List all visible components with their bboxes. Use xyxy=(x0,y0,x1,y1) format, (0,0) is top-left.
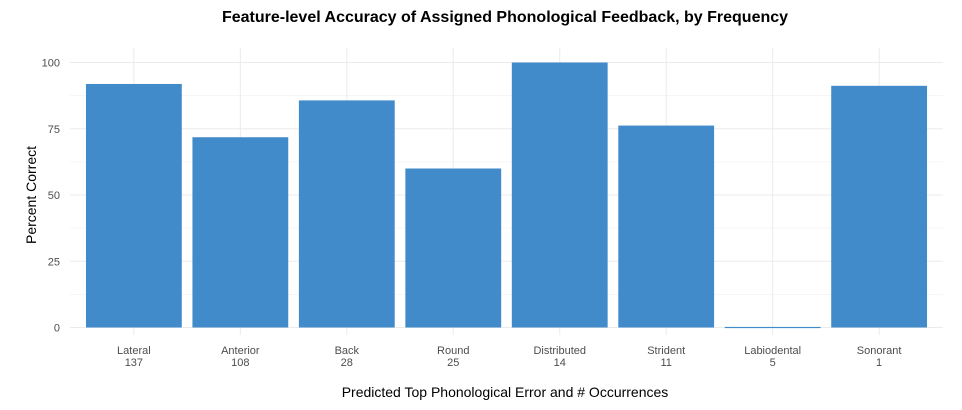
y-tick-label: 50 xyxy=(48,190,60,202)
x-tick-label-name: Distributed xyxy=(533,345,586,357)
bar-strident xyxy=(618,125,715,328)
x-tick-label-name: Strident xyxy=(647,345,685,357)
y-tick-label: 100 xyxy=(42,58,60,70)
y-tick-label: 25 xyxy=(48,256,60,268)
x-tick-label-count: 108 xyxy=(231,357,249,369)
x-tick-label-name: Sonorant xyxy=(857,345,902,357)
x-tick-label-name: Back xyxy=(335,345,360,357)
chart-title: Feature-level Accuracy of Assigned Phono… xyxy=(222,9,788,26)
x-tick-label-count: 1 xyxy=(876,357,882,369)
bars xyxy=(85,62,928,329)
bar-distributed xyxy=(511,62,608,328)
bar-lateral xyxy=(85,83,182,328)
x-tick-label-count: 137 xyxy=(125,357,143,369)
x-tick-label-name: Labiodental xyxy=(744,345,801,357)
bar-sonorant xyxy=(831,85,928,328)
x-tick-label-count: 25 xyxy=(447,357,459,369)
bar-back xyxy=(298,100,395,328)
x-axis-title: Predicted Top Phonological Error and # O… xyxy=(342,384,669,400)
y-axis-title: Percent Correct xyxy=(23,146,39,244)
y-tick-label: 0 xyxy=(54,323,60,335)
x-tick-label-name: Anterior xyxy=(221,345,260,357)
x-tick-label-count: 28 xyxy=(341,357,353,369)
x-tick-label-count: 5 xyxy=(770,357,776,369)
x-tick-label-name: Round xyxy=(437,345,469,357)
y-tick-label: 75 xyxy=(48,124,60,136)
bar-anterior xyxy=(192,137,289,328)
x-tick-label-count: 11 xyxy=(660,357,671,369)
x-tick-label-count: 14 xyxy=(554,357,566,369)
bar-round xyxy=(405,168,502,328)
bar-labiodental xyxy=(724,326,821,329)
y-axis-ticks: 0 25 50 75 100 xyxy=(42,58,60,335)
x-tick-label-name: Lateral xyxy=(117,345,151,357)
